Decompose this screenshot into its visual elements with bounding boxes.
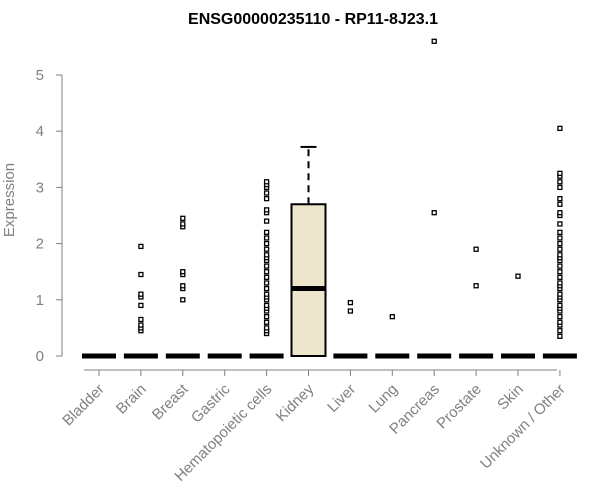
box-group [501, 273, 535, 359]
outlier-point [557, 240, 563, 247]
outlier-point [263, 274, 270, 280]
outlier-point [557, 229, 563, 236]
outlier-point [557, 184, 563, 191]
outlier-point [557, 179, 563, 185]
outlier-point [557, 280, 563, 286]
outlier-point [557, 195, 563, 202]
outlier-point [515, 273, 521, 279]
outlier-point [263, 179, 270, 185]
outlier-point [557, 274, 563, 280]
x-tick-label: Skin [494, 381, 527, 414]
x-tick-label: Prostate [433, 381, 485, 433]
box-group [165, 215, 200, 359]
outlier-point [473, 283, 479, 289]
outlier-point [557, 246, 563, 252]
outlier-point [180, 283, 186, 289]
outlier-point [263, 240, 270, 247]
outlier-point [180, 215, 186, 221]
outlier-point [557, 252, 563, 258]
outlier-point [263, 280, 270, 286]
outlier-point [347, 308, 354, 314]
outlier-point [473, 246, 479, 252]
y-tick-label: 4 [36, 123, 44, 140]
outlier-point [263, 269, 270, 275]
chart-title: ENSG00000235110 - RP11-8J23.1 [188, 11, 438, 28]
outlier-point [557, 221, 563, 227]
box-group [459, 246, 494, 359]
box-group [333, 299, 368, 359]
outlier-point [180, 297, 186, 303]
x-tick-label: Bladder [59, 381, 108, 430]
y-tick-label: 1 [36, 292, 44, 309]
x-tick-label: Liver [324, 381, 359, 416]
x-tick-label: Lung [366, 381, 402, 417]
outlier-point [557, 269, 563, 275]
box-group [542, 125, 577, 359]
outlier-point [138, 316, 144, 323]
outlier-point [263, 229, 270, 236]
y-axis-ticks: 0 1 2 3 4 5 [36, 67, 62, 365]
outlier-point [263, 285, 270, 292]
outlier-point [431, 210, 437, 216]
x-tick-label: Brain [113, 381, 150, 418]
outlier-point [557, 302, 563, 309]
outlier-point [138, 291, 144, 297]
box-group [417, 38, 452, 359]
outlier-point [180, 221, 186, 227]
y-tick-label: 2 [36, 236, 44, 253]
outlier-point [138, 271, 144, 278]
outlier-point [557, 328, 563, 334]
box-group [375, 314, 410, 359]
box-group [249, 179, 284, 359]
outlier-point [263, 291, 270, 297]
outlier-point [557, 263, 563, 269]
outlier-point [138, 302, 144, 309]
outlier-point [138, 243, 144, 250]
outlier-point [263, 325, 270, 331]
box-rect [290, 203, 327, 357]
outlier-point [263, 263, 270, 269]
outlier-point [180, 269, 186, 275]
outlier-point [557, 319, 563, 325]
box-group [123, 243, 158, 359]
outlier-point [389, 314, 395, 320]
box-series [82, 38, 577, 359]
y-tick-label: 0 [36, 348, 44, 365]
outlier-point [138, 322, 144, 328]
box-group [290, 145, 327, 357]
y-tick-label: 3 [36, 179, 44, 196]
outlier-point [263, 314, 270, 320]
outlier-point [557, 333, 563, 339]
outlier-point [557, 125, 563, 132]
outlier-point [263, 218, 270, 224]
outlier-point [263, 195, 270, 202]
outlier-point [263, 246, 270, 252]
outlier-point [557, 291, 563, 297]
outlier-point [557, 201, 563, 207]
outlier-point [263, 252, 270, 258]
outlier-point [557, 170, 563, 177]
x-tick-label: Breast [149, 380, 192, 423]
outlier-point [347, 299, 354, 306]
outlier-point [431, 38, 437, 44]
outlier-point [263, 302, 270, 309]
outlier-point [263, 319, 270, 325]
outlier-point [263, 207, 270, 213]
outlier-point [263, 235, 270, 241]
outlier-point [557, 235, 563, 241]
outlier-point [263, 190, 270, 196]
y-axis-title: Expression [1, 163, 18, 237]
outlier-point [557, 210, 563, 216]
outlier-point [557, 314, 563, 320]
x-tick-label: Kidney [273, 380, 318, 425]
y-tick-label: 5 [36, 67, 44, 84]
